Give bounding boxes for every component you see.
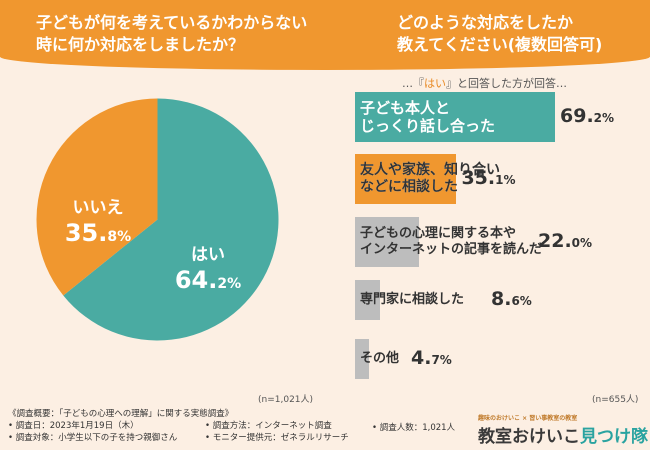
bar-row: 子ども本人と じっくり話し合った 69.2% bbox=[355, 92, 640, 142]
bar bbox=[355, 217, 419, 267]
bar-value-label: 35.1% bbox=[461, 167, 516, 189]
bar-row: その他 4.7% bbox=[355, 339, 640, 379]
bar bbox=[355, 92, 555, 142]
pie-label-yes-value: 64.2% bbox=[174, 266, 242, 294]
pie-n-note: (n=1,021人) bbox=[258, 395, 314, 405]
bar-category-label: 友人や家族、知り合い などに相談した bbox=[360, 162, 500, 195]
logo-accent-text: 見つけ隊 bbox=[580, 427, 648, 447]
survey-date: • 調査日：2023年1月19日（木） bbox=[8, 421, 139, 431]
bar-category-label: 子ども本人と じっくり話し合った bbox=[360, 99, 496, 135]
bar-category-label: 子どもの心理に関する本や インターネットの記事を読んだ bbox=[360, 226, 543, 257]
bar-row: 専門家に相談した 8.6% bbox=[355, 280, 640, 320]
question-right: どのような対応をしたか 教えてください(複数回答可) bbox=[397, 13, 603, 54]
bar bbox=[355, 154, 457, 204]
bar-value-label: 22.0% bbox=[538, 230, 593, 252]
pie-slice-yes bbox=[63, 98, 279, 341]
pie-label-no-value: 35.8% bbox=[64, 219, 132, 247]
bar bbox=[355, 280, 380, 320]
pie-chart bbox=[36, 98, 279, 341]
header-banner bbox=[0, 0, 650, 70]
logo-tagline: 趣味のおけいこ × 習い事教室の教室 bbox=[478, 415, 578, 422]
survey-method: • 調査方法：インターネット調査 bbox=[205, 421, 332, 431]
logo-main-text: 教室おけいこ bbox=[478, 427, 580, 447]
pie-label-no: いいえ 35.8% bbox=[58, 198, 138, 247]
bar-row: 友人や家族、知り合い などに相談した 35.1% bbox=[355, 154, 640, 204]
pie-label-yes: はい 64.2% bbox=[158, 245, 258, 294]
bar-n-note: (n=655人) bbox=[592, 395, 639, 405]
lead-text: …『はい』と回答した方が回答… bbox=[402, 77, 567, 90]
pie-label-no-name: いいえ bbox=[72, 198, 124, 218]
survey-provider: • モニター提供元：ゼネラルリサーチ bbox=[205, 433, 349, 443]
bar-category-label: 専門家に相談した bbox=[360, 292, 465, 307]
bar-value-label: 4.7% bbox=[411, 347, 452, 369]
survey-count: • 調査人数：1,021人 bbox=[372, 423, 456, 433]
logo: 教室おけいこ見つけ隊 bbox=[478, 422, 648, 447]
pie-label-yes-name: はい bbox=[191, 245, 225, 265]
bar bbox=[355, 339, 369, 379]
survey-target: • 調査対象：小学生以下の子を持つ親御さん bbox=[8, 433, 178, 443]
survey-title: 《調査概要：「子どもの心理への理解」に関する実態調査》 bbox=[8, 409, 234, 419]
question-left: 子どもが何を考えているかわからない 時に何か対応をしましたか？ bbox=[36, 13, 308, 54]
bar-value-label: 8.6% bbox=[491, 288, 532, 310]
pie-slice-no bbox=[36, 98, 158, 296]
bar-row: 子どもの心理に関する本や インターネットの記事を読んだ 22.0% bbox=[355, 217, 640, 267]
bar-value-label: 69.2% bbox=[560, 105, 615, 127]
bar-category-label: その他 bbox=[360, 351, 400, 366]
